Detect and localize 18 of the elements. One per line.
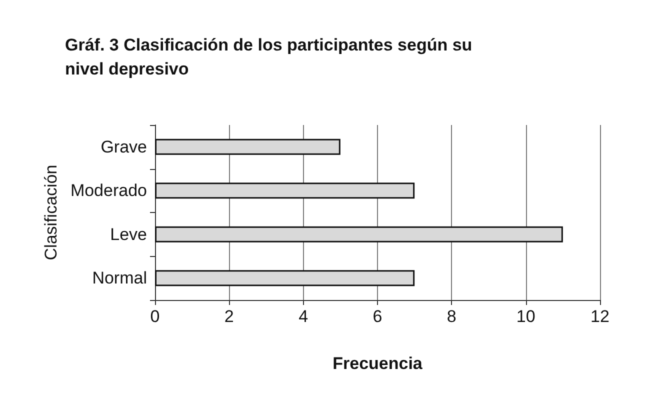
x-tick-label: 12 [590,307,610,326]
y-tick-label: Normal [92,268,147,288]
x-tick-label: 0 [150,307,160,326]
y-axis-title: Clasificación [42,164,61,260]
bar [155,182,415,199]
x-tick-label: 2 [224,307,234,326]
x-tick-label: 8 [446,307,456,326]
x-tick-label: 10 [516,307,536,326]
y-tick-label: Moderado [70,181,147,200]
x-tick-label: 4 [298,307,308,326]
y-tick-label: Grave [100,137,147,156]
bar [155,226,563,242]
x-axis-title: Frecuencia [332,354,423,373]
y-tick-label: Leve [110,224,147,244]
x-tick-label: 6 [372,307,382,326]
bar [155,270,415,286]
chart-title: Gráf. 3 Clasificación de los participantes según su nivel depresivo [65,36,477,78]
bar [155,138,340,155]
